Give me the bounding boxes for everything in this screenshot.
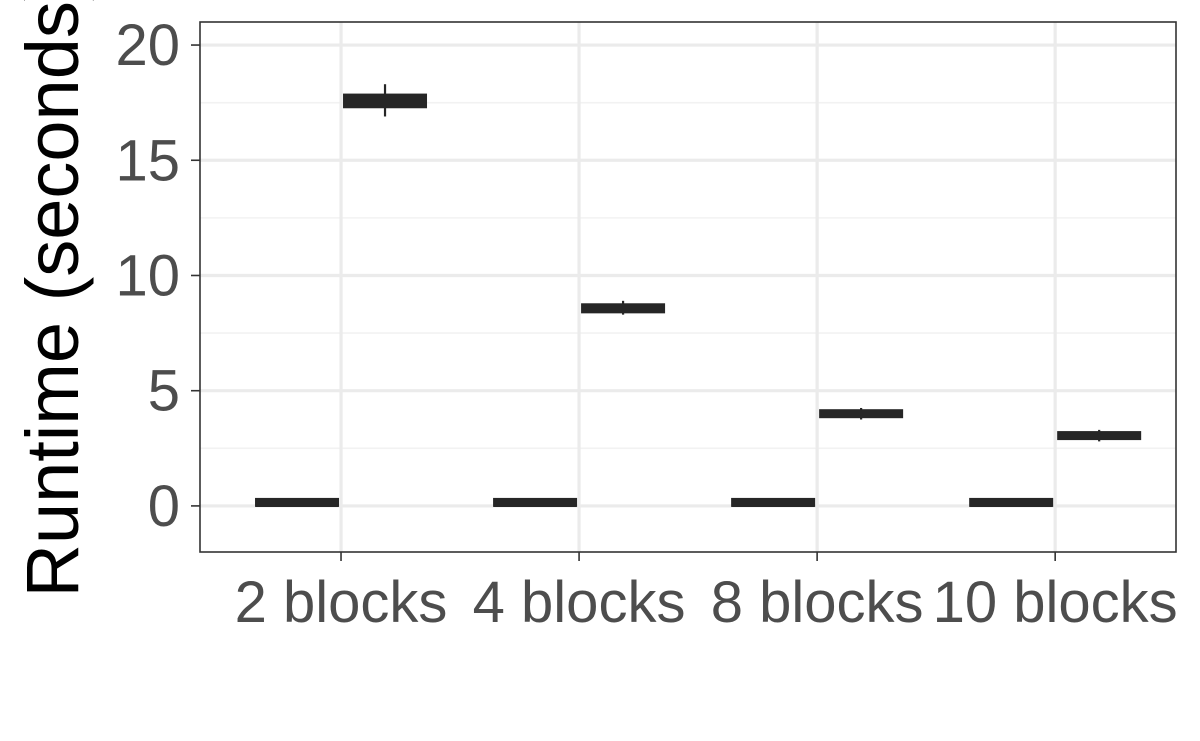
y-axis-title: Runtime (seconds) (11, 0, 94, 598)
x-tick-label: 8 blocks (711, 570, 924, 635)
x-tick-label: 4 blocks (473, 570, 686, 635)
axes: 0 5 10 15 20 2 blocks 4 blocks 8 blocks 10 block… (115, 13, 1177, 635)
y-tick-label: 0 (148, 474, 180, 539)
plot-panel-border (199, 21, 1177, 553)
y-tick-label: 20 (115, 13, 180, 78)
y-tick-label: 10 (115, 243, 180, 308)
x-tick-label: 2 blocks (235, 570, 448, 635)
grid-lines (200, 22, 1176, 552)
x-tick-label: 10 blocks (933, 570, 1178, 635)
y-tick-label: 15 (115, 128, 180, 193)
y-tick-label: 5 (148, 359, 180, 424)
boxes (255, 84, 1142, 507)
